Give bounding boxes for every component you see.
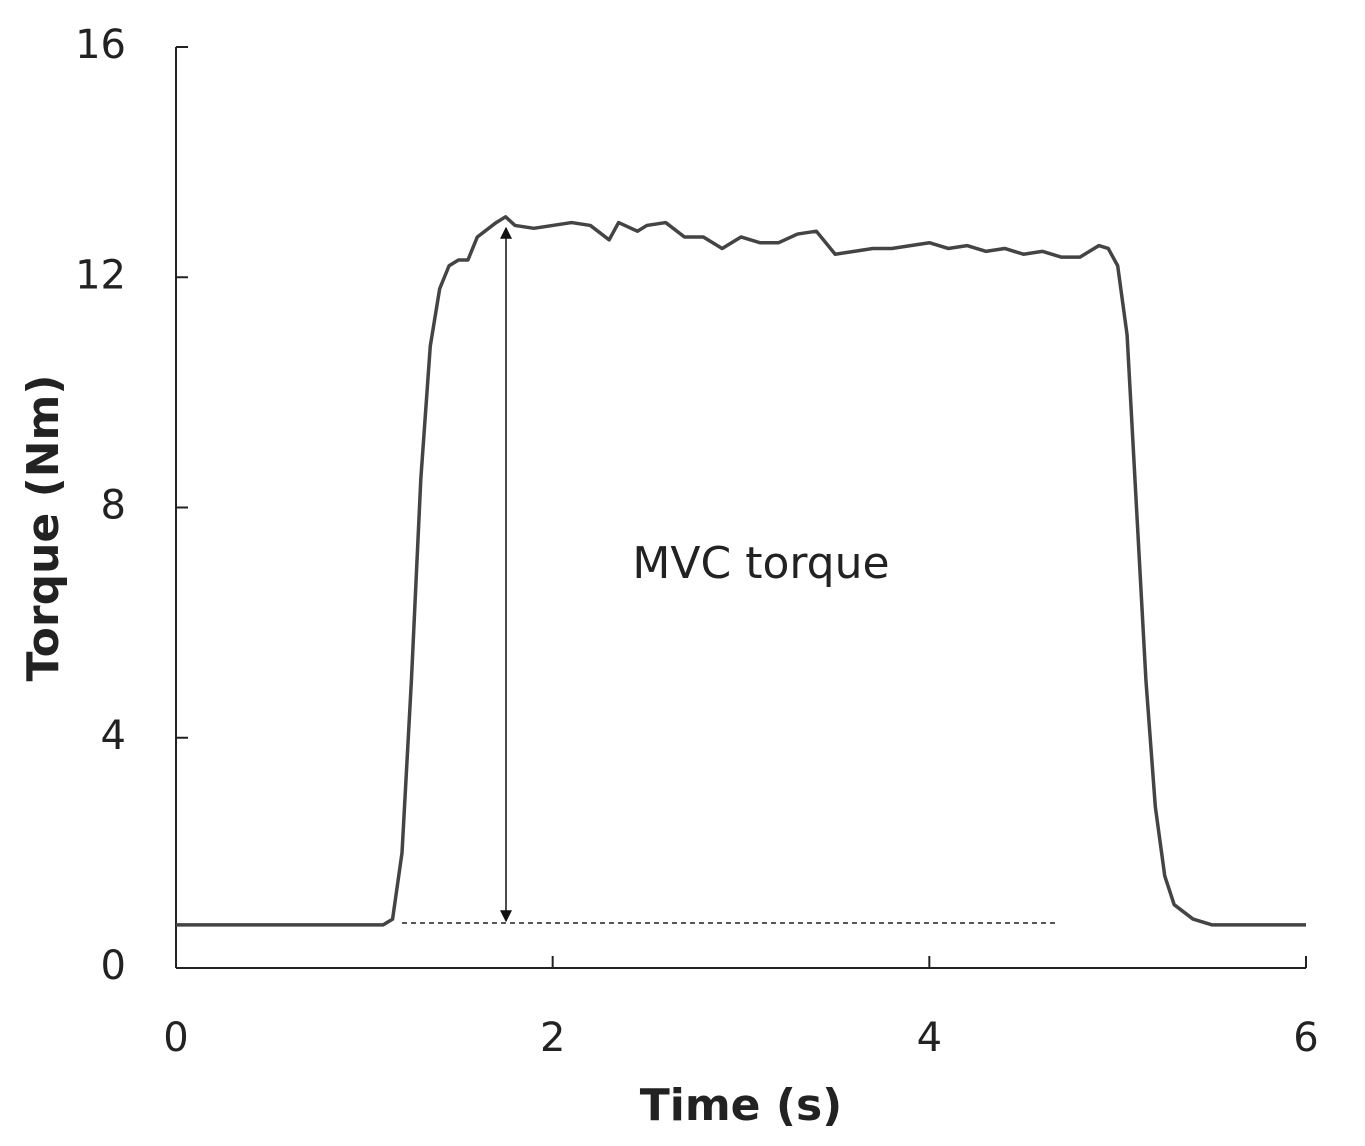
y-tick-label: 8 xyxy=(101,483,126,529)
x-tick-label: 2 xyxy=(540,1015,565,1061)
x-tick-label: 4 xyxy=(917,1015,942,1061)
torque-line xyxy=(176,215,1306,927)
y-tick-label: 12 xyxy=(75,252,126,298)
annotation: MVC torque xyxy=(632,538,889,589)
y-tick-label: 4 xyxy=(101,713,126,759)
x-tick-label: 0 xyxy=(163,1015,188,1061)
x-tick-label: 6 xyxy=(1293,1015,1318,1061)
x-axis-title: Time (s) xyxy=(640,1080,843,1131)
y-tick-label: 0 xyxy=(101,943,126,989)
y-tick-label: 16 xyxy=(75,22,126,68)
y-axis-title: Torque (Nm) xyxy=(18,375,69,682)
